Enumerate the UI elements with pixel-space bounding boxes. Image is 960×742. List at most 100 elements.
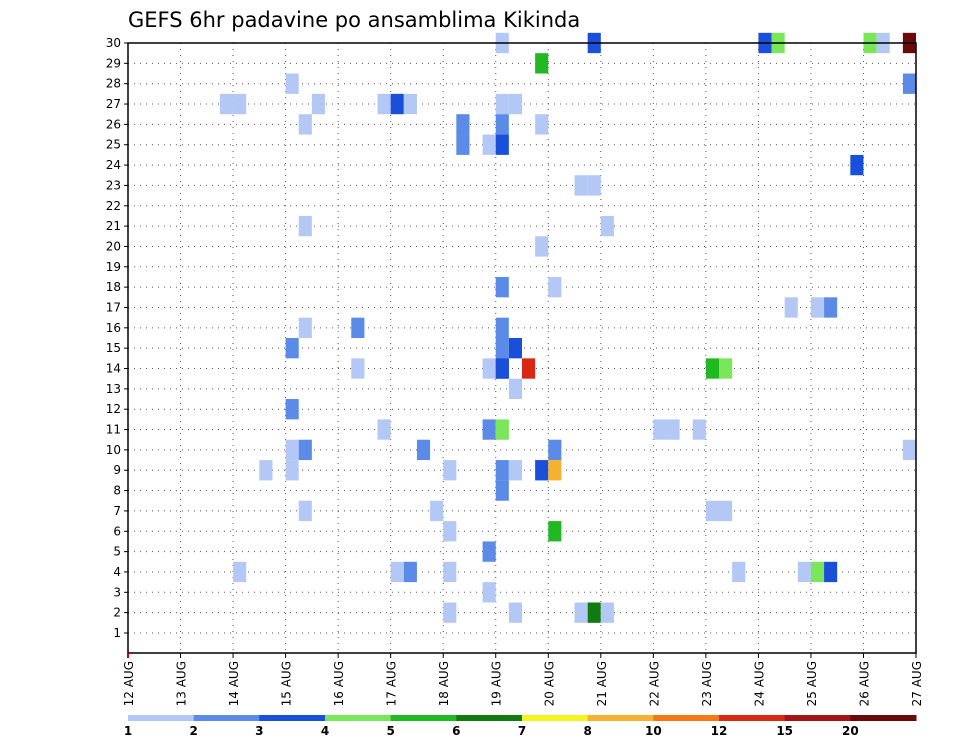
heatmap-cell: [285, 338, 299, 359]
y-tick-label: 8: [113, 484, 121, 498]
heatmap-cell: [495, 114, 509, 135]
heatmap-cell: [443, 561, 457, 583]
heatmap-cell: [311, 93, 325, 115]
colorbar-label: 5: [386, 724, 394, 738]
heatmap-cell: [482, 582, 496, 603]
y-tick-label: 30: [106, 36, 121, 50]
heatmap-cell: [508, 602, 522, 623]
y-tick-label: 14: [106, 362, 121, 376]
x-tick-label: 17 AUG: [385, 661, 399, 706]
heatmap-cell: [705, 358, 719, 379]
x-tick-label: 26 AUG: [857, 661, 871, 706]
x-tick-label: 16 AUG: [332, 661, 346, 706]
colorbar-segment: [128, 715, 195, 721]
colorbar-segment: [325, 715, 392, 721]
heatmap-cell: [535, 236, 549, 257]
y-tick-label: 6: [113, 524, 121, 538]
heatmap-cell: [495, 276, 509, 298]
heatmap-cell: [508, 93, 522, 115]
colorbar-segment: [784, 715, 851, 721]
heatmap-cell: [705, 500, 719, 522]
y-tick-label: 10: [106, 443, 121, 457]
y-tick-label: 16: [106, 321, 121, 335]
y-tick-label: 24: [106, 158, 121, 172]
x-tick-label: 18 AUG: [437, 661, 451, 706]
heatmap-cell: [495, 338, 509, 359]
heatmap-cell: [298, 439, 312, 461]
y-tick-label: 3: [113, 585, 121, 599]
heatmap-cell: [810, 297, 825, 318]
heatmap-cell: [285, 439, 299, 461]
heatmap-cell: [508, 378, 522, 400]
heatmap-cell: [548, 439, 562, 461]
heatmap-cell: [298, 500, 312, 522]
heatmap-cell: [482, 358, 496, 379]
heatmap-cell: [495, 480, 509, 501]
y-tick-label: 7: [113, 504, 121, 518]
heatmap-cell: [692, 419, 706, 440]
colorbar-segment: [587, 715, 654, 721]
heatmap-cell: [522, 358, 536, 379]
heatmap-cell: [495, 93, 509, 115]
heatmap-cell: [377, 93, 391, 115]
heatmap-cell: [416, 439, 431, 461]
heatmap-cell: [902, 73, 916, 94]
y-tick-label: 25: [106, 138, 121, 152]
heatmap-cell: [495, 460, 509, 481]
heatmap-cell: [902, 439, 916, 461]
y-tick-label: 9: [113, 463, 121, 477]
heatmap-cell: [600, 602, 614, 623]
heatmap-cell: [377, 419, 391, 440]
chart-title: GEFS 6hr padavine po ansamblima Kikinda: [128, 8, 580, 32]
heatmap-cell: [390, 561, 404, 583]
colorbar-label: 3: [255, 724, 263, 738]
heatmap-cell: [430, 500, 444, 522]
heatmap-cell: [233, 93, 247, 115]
heatmap-cell: [600, 215, 614, 237]
heatmap-cell: [666, 419, 680, 440]
heatmap-cell: [298, 114, 312, 135]
y-tick-label: 21: [106, 219, 121, 233]
y-tick-label: 12: [106, 402, 121, 416]
heatmap-cell: [443, 602, 457, 623]
heatmap-cell: [298, 215, 312, 237]
colorbar-label: 10: [645, 724, 662, 738]
heatmap-cell: [403, 561, 417, 583]
heatmap-cell: [351, 317, 365, 338]
x-tick-label: 24 AUG: [752, 661, 766, 706]
colorbar-segment: [850, 715, 917, 721]
heatmap-cell: [548, 460, 562, 481]
heatmap-cell: [653, 419, 667, 440]
y-tick-label: 28: [106, 77, 121, 91]
colorbar-segment: [390, 715, 457, 721]
x-tick-label: 12 AUG: [122, 661, 136, 706]
y-tick-label: 19: [106, 260, 121, 274]
y-tick-label: 17: [106, 300, 121, 314]
heatmap-cell: [390, 93, 404, 115]
heatmap-cell: [456, 134, 470, 155]
heatmap-cell: [495, 134, 509, 155]
x-tick-label: 14 AUG: [227, 661, 241, 706]
heatmap-cell: [495, 317, 509, 338]
y-tick-label: 23: [106, 178, 121, 192]
colorbar-label: 2: [189, 724, 197, 738]
colorbar-segment: [193, 715, 260, 721]
y-tick-label: 11: [106, 423, 121, 437]
heatmap-cell: [535, 114, 549, 135]
heatmap-cell: [850, 154, 864, 176]
heatmap-cell: [482, 541, 496, 562]
y-tick-label: 5: [113, 545, 121, 559]
heatmap-cell: [495, 358, 509, 379]
heatmap-cell: [548, 521, 562, 542]
heatmap-cells: [219, 32, 916, 623]
heatmap-cell: [574, 175, 588, 196]
heatmap-cell: [285, 460, 299, 481]
heatmap-cell: [482, 419, 496, 440]
heatmap-cell: [285, 399, 299, 420]
heatmap-cell: [508, 460, 522, 481]
colorbar-segment: [719, 715, 786, 721]
heatmap-cell: [443, 521, 457, 542]
x-tick-label: 22 AUG: [647, 661, 661, 706]
heatmap-cell: [824, 297, 838, 318]
